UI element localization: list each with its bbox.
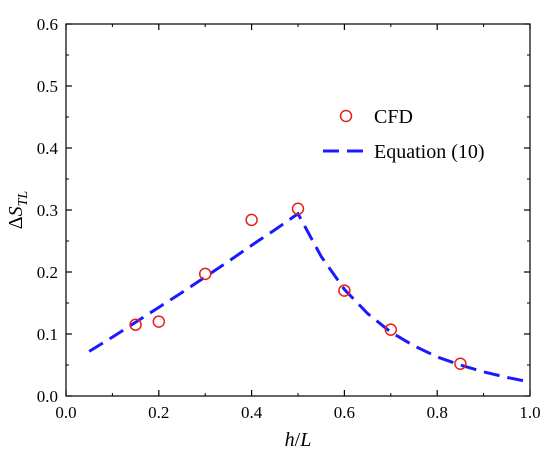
x-tick-label: 0.0 xyxy=(55,403,76,422)
series-equation-10 xyxy=(88,211,526,383)
cfd-point xyxy=(245,213,258,227)
y-axis-label: ΔSTL xyxy=(5,191,31,230)
cfd-point xyxy=(291,202,305,216)
y-tick-label: 0.4 xyxy=(37,139,59,158)
cfd-point xyxy=(384,323,398,336)
x-tick-label: 0.4 xyxy=(241,403,263,422)
y-tick-label: 0.5 xyxy=(37,77,58,96)
legend-equation-label: Equation (10) xyxy=(374,141,485,163)
cfd-point xyxy=(454,357,467,371)
axes-frame xyxy=(65,23,531,397)
equation-10-line xyxy=(88,211,526,383)
cfd-point xyxy=(338,284,351,297)
cfd-point xyxy=(152,315,166,328)
x-axis-label: h/L xyxy=(285,429,312,451)
x-tick-label: 1.0 xyxy=(519,403,540,422)
legend: CFD Equation (10) xyxy=(323,106,485,163)
series-cfd xyxy=(129,202,467,371)
legend-cfd-label: CFD xyxy=(374,106,413,128)
x-tick-label: 0.6 xyxy=(334,403,355,422)
y-tick-label: 0.1 xyxy=(37,325,58,344)
y-axis: 0.0 0.1 0.2 0.3 0.4 0.5 0.6 xyxy=(37,15,530,406)
x-axis: 0.0 0.2 0.4 0.6 0.8 1.0 xyxy=(55,24,541,422)
cfd-point xyxy=(198,267,212,281)
y-tick-label: 0.2 xyxy=(37,263,58,282)
y-tick-label: 0.3 xyxy=(37,201,58,220)
cfd-point xyxy=(129,318,142,331)
y-tick-label: 0.0 xyxy=(37,387,58,406)
y-tick-label: 0.6 xyxy=(37,15,58,34)
x-tick-label: 0.2 xyxy=(148,403,169,422)
legend-cfd-marker xyxy=(339,109,353,123)
plot-area: 0.0 0.2 0.4 0.6 0.8 1.0 0.0 0.1 0.2 0.3 0.4 0.5 0.6 xyxy=(37,15,541,422)
x-tick-label: 0.8 xyxy=(427,403,448,422)
